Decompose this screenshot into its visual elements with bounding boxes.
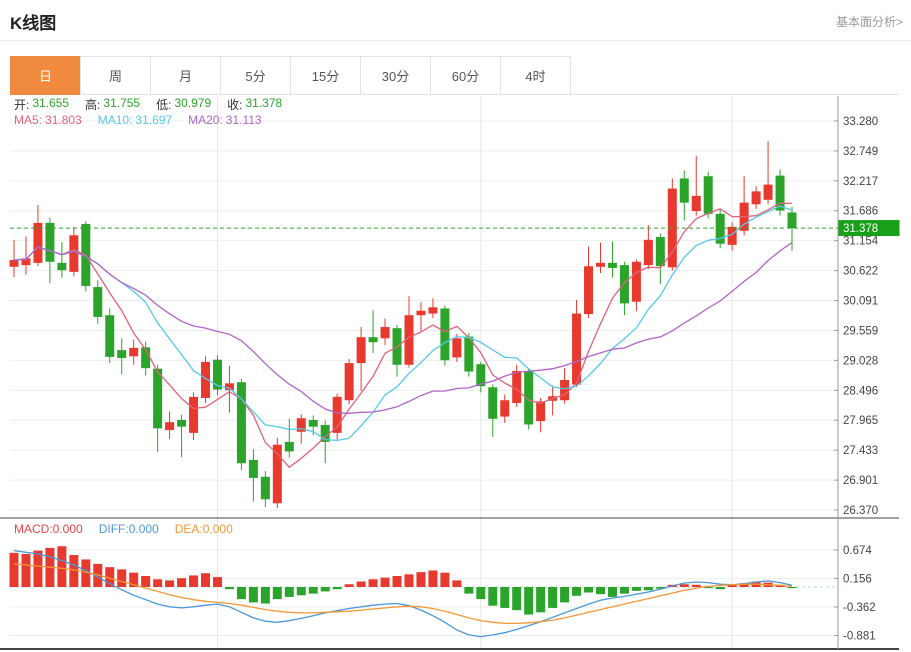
ma10-label: MA10: (97, 113, 133, 127)
svg-text:31.154: 31.154 (843, 236, 879, 248)
dea-value: 0.000 (202, 522, 233, 536)
ma5-line (13, 202, 793, 468)
tab-day[interactable]: 日 (10, 56, 81, 95)
open-label: 开: (14, 98, 30, 112)
tab-5min[interactable]: 5分 (220, 56, 291, 95)
svg-text:28.496: 28.496 (843, 385, 878, 397)
ma5-value: 31.803 (45, 113, 82, 127)
high-label: 高: (85, 98, 101, 112)
price-axis: 33.280 32.749 32.217 31.686 31.154 30.622 30.0… (834, 116, 879, 643)
svg-text:31.686: 31.686 (843, 206, 878, 218)
svg-text:33.280: 33.280 (843, 116, 878, 128)
ma20-value: 31.113 (225, 113, 262, 127)
svg-text:26.370: 26.370 (843, 505, 878, 517)
diff-label: DIFF: (98, 522, 129, 536)
svg-text:0.156: 0.156 (843, 573, 872, 585)
macd-value: 0.000 (52, 522, 83, 536)
open-value: 31.655 (32, 96, 70, 110)
ma20-label: MA20: (188, 113, 223, 127)
tab-4hour[interactable]: 4时 (500, 56, 571, 95)
svg-text:29.028: 29.028 (843, 355, 878, 367)
ma20-line (13, 241, 793, 414)
tab-15min[interactable]: 15分 (290, 56, 361, 95)
close-label: 收: (227, 98, 243, 112)
high-value: 31.755 (103, 96, 141, 110)
close-value: 31.378 (245, 96, 283, 110)
svg-text:32.749: 32.749 (843, 146, 878, 158)
page-title: K线图 (10, 14, 57, 33)
svg-text:26.901: 26.901 (843, 475, 878, 487)
pane-frame (0, 96, 899, 650)
ohlc-readout: 开: 31.655 高: 31.755 低: 30.979 收: 31.378 (14, 96, 298, 113)
svg-text:-0.881: -0.881 (843, 631, 876, 643)
dea-label: DEA: (174, 522, 203, 536)
low-value: 30.979 (174, 96, 212, 110)
svg-text:27.965: 27.965 (843, 415, 878, 427)
topbar: K线图 基本面分析> (0, 0, 911, 40)
tab-60min[interactable]: 60分 (430, 56, 501, 95)
tab-bar-filler (571, 56, 899, 95)
svg-text:31.378: 31.378 (843, 223, 878, 235)
ma10-line (13, 205, 793, 442)
dea-line (13, 563, 793, 625)
ma-readout: MA5: 31.803 MA10: 31.697 MA20: 31.113 (14, 113, 278, 127)
diff-value: 0.000 (128, 522, 159, 536)
svg-text:32.217: 32.217 (843, 176, 878, 188)
ma10-value: 31.697 (135, 113, 173, 127)
tab-month[interactable]: 月 (150, 56, 221, 95)
grid-lines (10, 97, 838, 649)
tab-30min[interactable]: 30分 (360, 56, 431, 95)
svg-text:27.433: 27.433 (843, 445, 878, 457)
period-tab-bar: 日 周 月 5分 15分 30分 60分 4时 (10, 56, 899, 95)
header-divider (0, 40, 911, 41)
svg-text:0.674: 0.674 (843, 545, 872, 557)
ma5-label: MA5: (14, 113, 43, 127)
fundamental-analysis-link[interactable]: 基本面分析> (835, 15, 903, 29)
current-price-badge: 31.378 (838, 220, 900, 237)
tab-week[interactable]: 周 (80, 56, 151, 95)
macd-readout: MACD: 0.000 DIFF: 0.000 DEA: 0.000 (14, 522, 249, 536)
svg-text:30.622: 30.622 (843, 266, 878, 278)
svg-text:30.091: 30.091 (843, 296, 878, 308)
macd-label: MACD: (14, 522, 53, 536)
diff-line (13, 549, 793, 638)
low-label: 低: (156, 98, 172, 112)
macd-histogram (9, 546, 797, 615)
candles-series (9, 141, 797, 509)
svg-text:-0.362: -0.362 (843, 602, 876, 614)
svg-text:29.559: 29.559 (843, 325, 878, 337)
